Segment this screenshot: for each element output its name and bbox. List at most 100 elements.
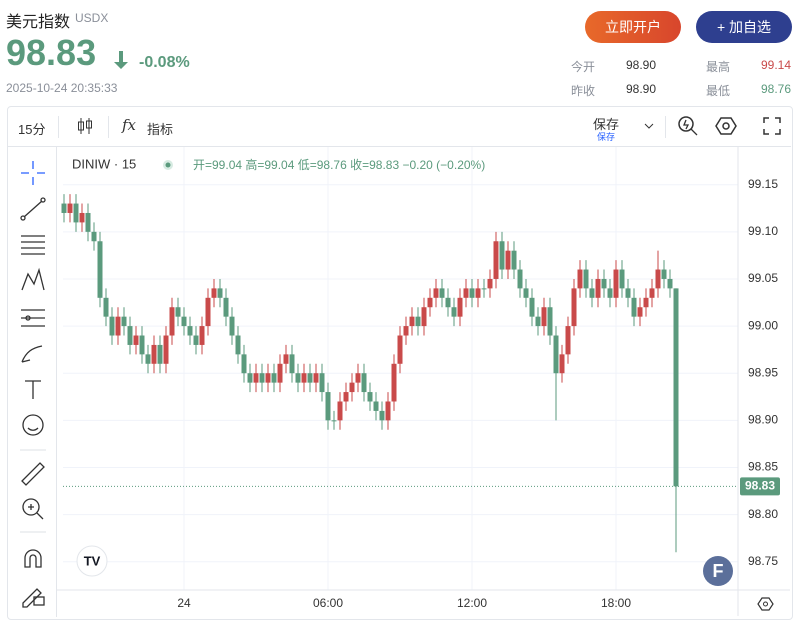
instrument-name: 美元指数: [6, 14, 71, 31]
toolbar-border: [56, 147, 57, 617]
save-menu[interactable]: [643, 120, 655, 132]
fullscreen[interactable]: [762, 116, 782, 136]
add-watchlist-button[interactable]: + 加自选: [696, 11, 792, 43]
tradingview-logo: TV: [76, 545, 108, 577]
y-tick-label: 99.05: [748, 271, 778, 285]
candle-body: [463, 288, 469, 298]
candle-body: [241, 354, 247, 374]
candle-body: [229, 316, 235, 336]
candle-body: [103, 297, 109, 317]
candle-body: [667, 278, 673, 289]
separator: [58, 116, 59, 138]
candle-body: [547, 307, 553, 336]
brand-badge[interactable]: F: [703, 556, 733, 586]
candle-body: [127, 326, 133, 345]
axis-settings[interactable]: [757, 597, 774, 611]
candle-body: [181, 316, 187, 327]
x-tick-label: 18:00: [601, 596, 631, 610]
candle-body: [157, 344, 163, 364]
candle-body: [541, 307, 547, 327]
candle-body: [325, 392, 331, 421]
instrument-code: USDX: [75, 11, 109, 25]
separator: [108, 116, 109, 138]
symbol-label: DINIW · 15: [72, 156, 136, 171]
save-status: 保存: [597, 132, 616, 142]
y-tick-label: 98.85: [748, 460, 778, 474]
candle-body: [133, 335, 139, 345]
last-price: 98.83: [6, 32, 97, 73]
stat-label: 最高: [706, 60, 731, 74]
candle-body: [607, 288, 613, 298]
candle-body: [361, 373, 367, 393]
candle-type-button[interactable]: [76, 116, 94, 136]
candle-body: [457, 297, 463, 317]
stat-label: 昨收: [571, 84, 596, 98]
indicator-button[interactable]: 指标: [147, 122, 174, 137]
candle-body: [403, 326, 409, 336]
candle-body: [175, 307, 181, 317]
candle-body: [565, 326, 571, 355]
text-tool[interactable]: [25, 380, 41, 399]
candle-body: [589, 288, 595, 298]
candle-body: [601, 278, 607, 289]
save-button[interactable]: 保存: [593, 117, 620, 132]
emoji-tool[interactable]: [22, 414, 44, 436]
brush-tool[interactable]: [21, 345, 43, 363]
stat-value: 98.76: [761, 82, 792, 96]
stat-label: 今开: [571, 60, 596, 74]
candle-body: [553, 335, 559, 374]
candle-body: [91, 231, 97, 242]
magnet-tool[interactable]: [24, 549, 42, 568]
candle-body: [115, 316, 121, 336]
candle-body: [235, 335, 241, 355]
candle-body: [499, 241, 505, 270]
candle-body: [469, 288, 475, 298]
y-tick-label: 99.15: [748, 177, 778, 191]
zoom-tool[interactable]: [22, 498, 44, 520]
candle-body: [385, 401, 391, 421]
change-percent: -0.08%: [139, 54, 190, 71]
candle-body: [331, 420, 337, 422]
pattern-tool[interactable]: [21, 267, 45, 291]
candle-body: [397, 335, 403, 364]
candle-body: [577, 269, 583, 289]
x-tick-label: 24: [177, 596, 191, 610]
stat-value: 99.14: [761, 58, 792, 72]
candle-body: [619, 269, 625, 289]
ruler-tool[interactable]: [21, 462, 45, 486]
toolbar-divider: [8, 146, 791, 147]
drawing-toolbar: [20, 161, 46, 608]
ohlc-legend: 开=99.04 高=99.04 低=98.76 收=98.83 −0.20 (−…: [193, 157, 485, 172]
candle-body: [427, 297, 433, 308]
candle-body: [271, 373, 277, 383]
fib-tool[interactable]: [21, 235, 45, 255]
candle-body: [79, 212, 85, 223]
candle-body: [337, 401, 343, 421]
open-account-button[interactable]: 立即开户: [585, 11, 681, 43]
candle-body: [511, 250, 517, 270]
trendline-tool[interactable]: [20, 197, 46, 221]
interval-button[interactable]: 15分: [18, 122, 46, 137]
candle-body: [649, 288, 655, 298]
lock-tool[interactable]: [22, 588, 45, 608]
separator: [665, 116, 666, 138]
stat-value: 98.90: [626, 82, 657, 96]
candle-body: [379, 410, 385, 421]
stat-label: 最低: [706, 84, 731, 98]
candle-body: [253, 373, 259, 383]
candle-body: [391, 363, 397, 402]
candle-body: [139, 335, 145, 355]
candle-body: [193, 335, 199, 345]
settings[interactable]: [715, 115, 737, 137]
candle-body: [571, 288, 577, 327]
indicator-icon: fx: [122, 116, 137, 134]
quick-search[interactable]: [677, 115, 699, 137]
forecast-tool[interactable]: [21, 309, 45, 327]
candle-body: [307, 373, 313, 383]
candle-body: [451, 307, 457, 317]
candle-body: [475, 288, 481, 298]
candle-body: [205, 297, 211, 327]
crosshair-tool[interactable]: [21, 161, 45, 185]
chart-panel: [7, 106, 793, 620]
